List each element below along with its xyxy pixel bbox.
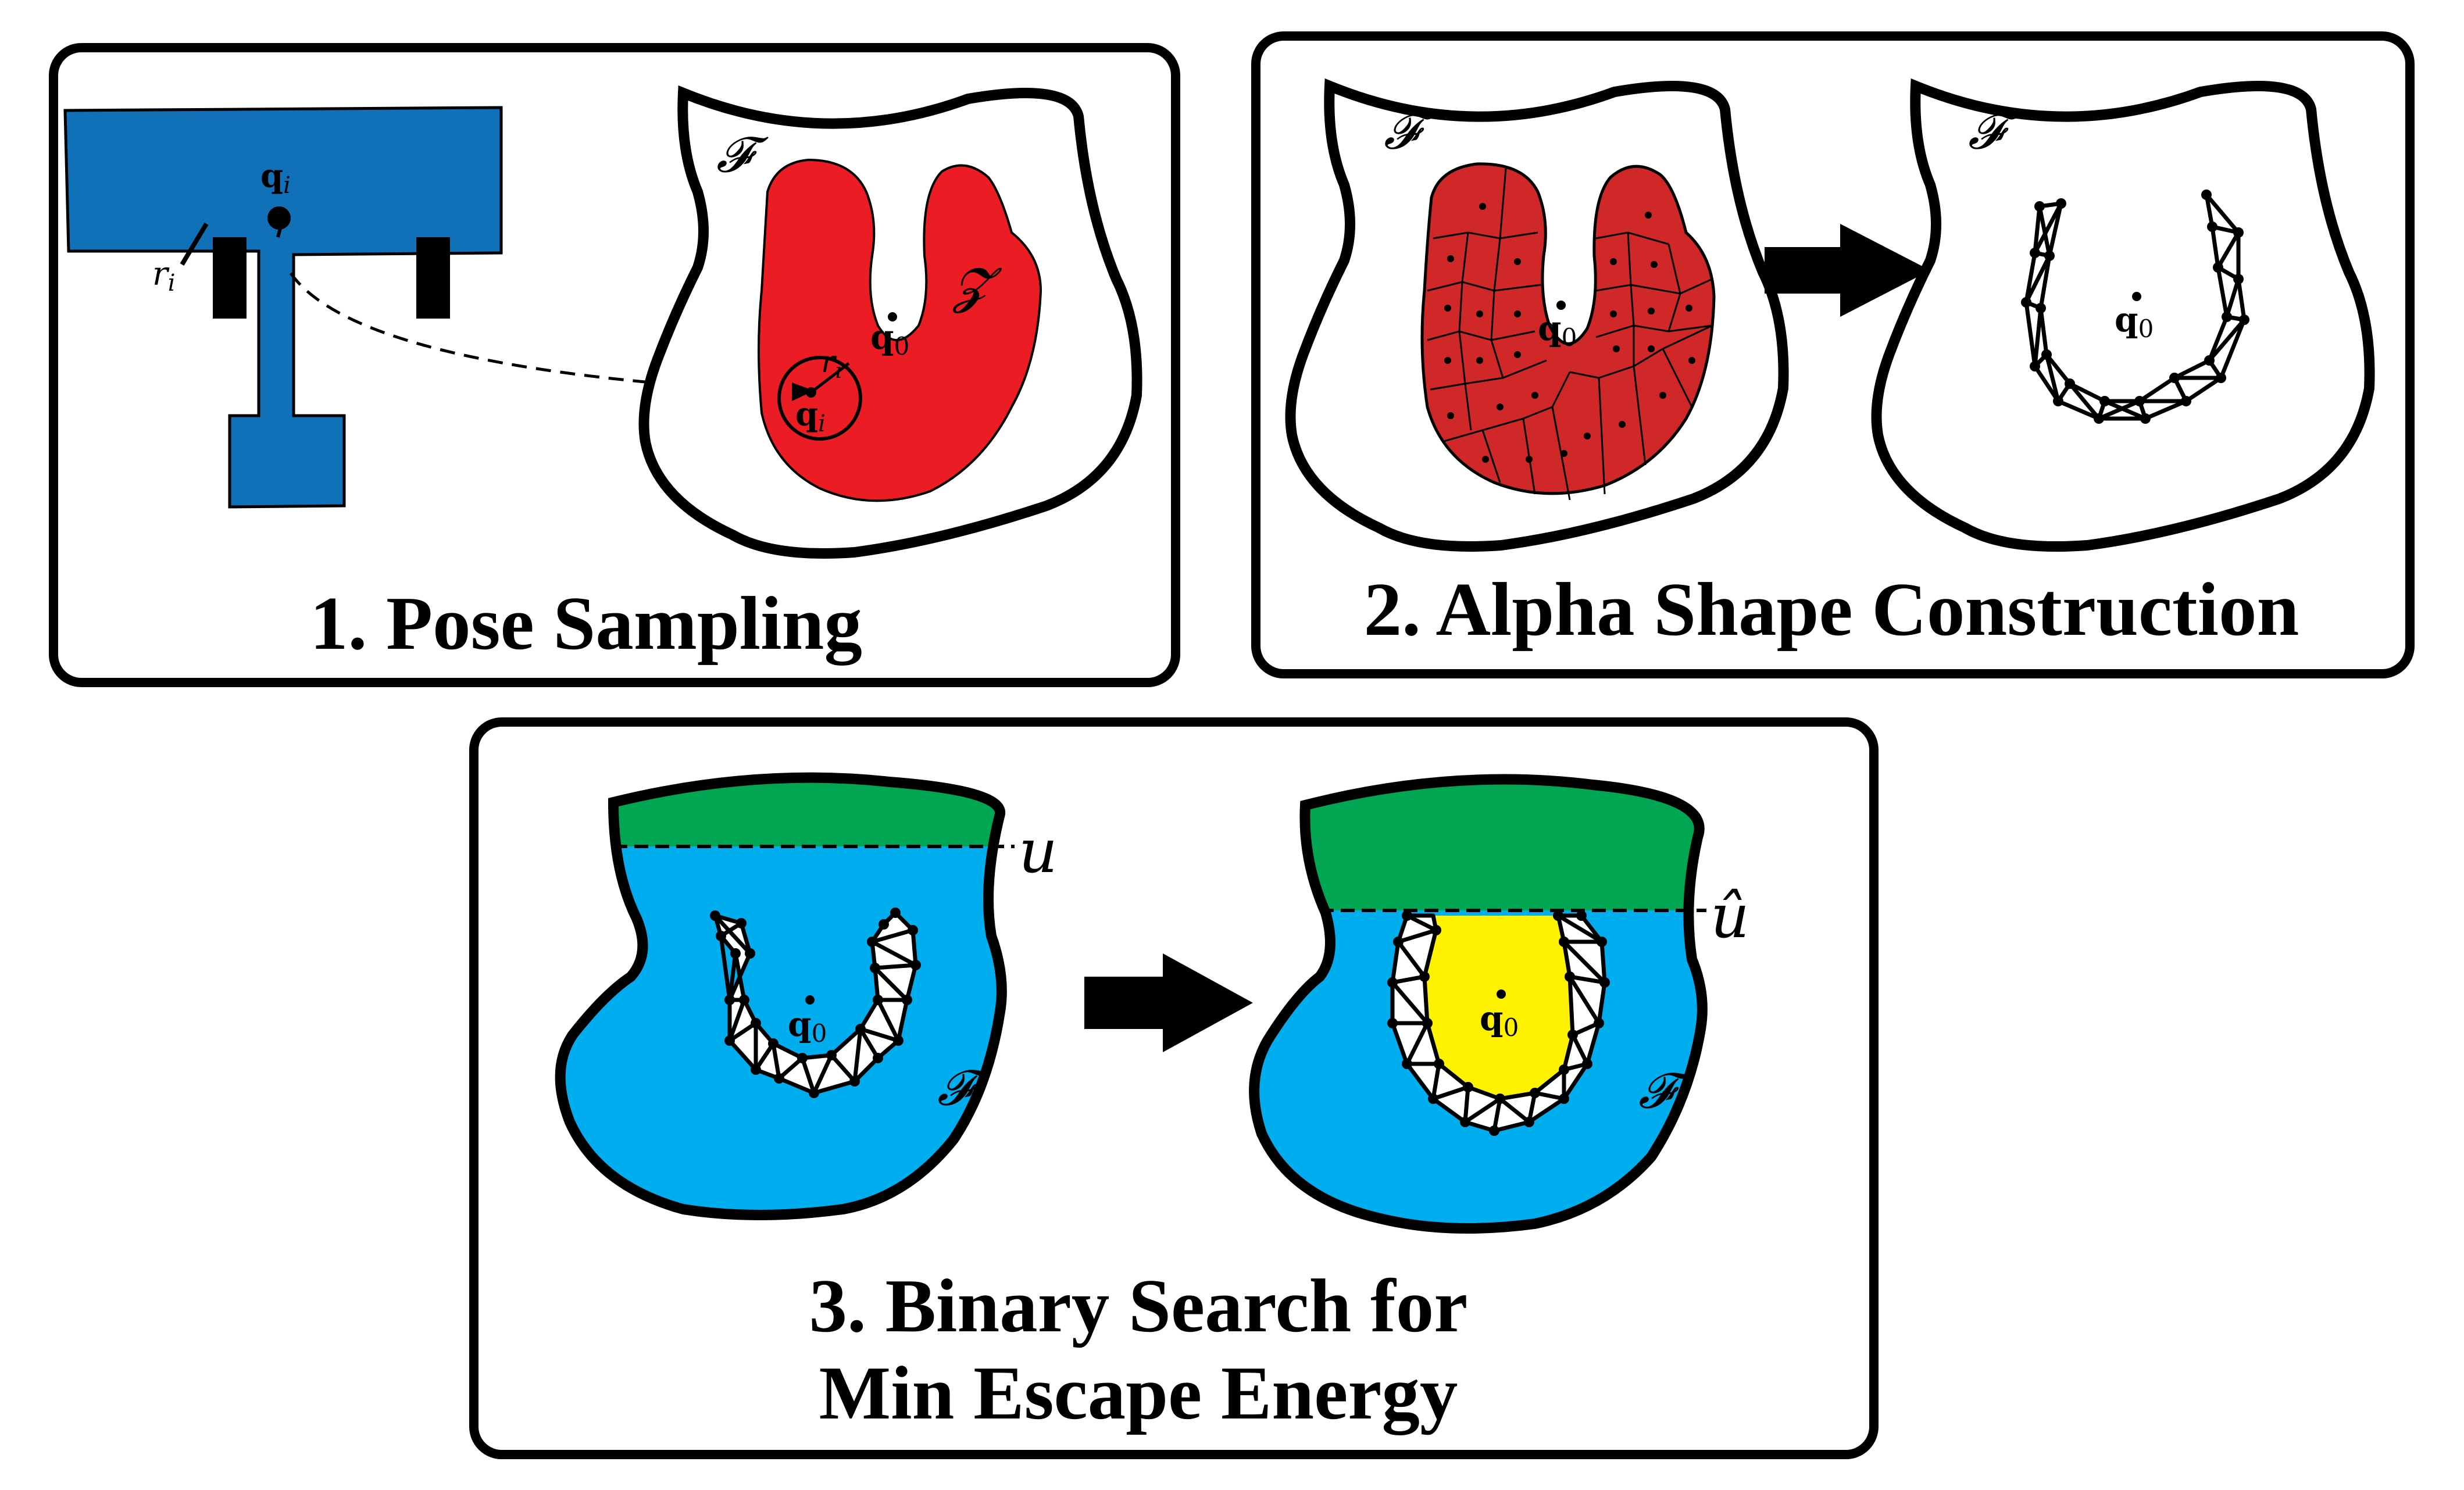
label-q0: q0	[788, 1005, 827, 1048]
sample-orientation-arrow	[792, 383, 814, 401]
point-q0	[1556, 301, 1566, 310]
label-q0: q0	[1538, 309, 1577, 352]
label-r-i-robot: ri	[152, 255, 176, 296]
point-q0	[2132, 292, 2141, 301]
panel-alpha-shape: q0 𝓕	[1251, 31, 2415, 678]
sample-pose-circle	[777, 356, 862, 441]
point-q0	[888, 312, 897, 321]
right-finger	[416, 237, 450, 319]
point-q0	[805, 995, 815, 1005]
pose-point-qi	[267, 206, 291, 230]
point-q0	[1497, 989, 1506, 999]
panel-pose-sampling: qi ri ri qi q0 𝓩 𝓕 1. Pose Sampling	[49, 43, 1180, 687]
left-finger	[213, 237, 247, 319]
alpha-shape-mesh	[713, 910, 918, 1095]
free-space-region-fill	[560, 777, 1002, 1215]
panel-binary-search: u q0 𝓕 û	[469, 717, 1879, 1459]
alpha-shape-vertices	[1387, 910, 1610, 1136]
label-q0: q0	[1480, 999, 1519, 1042]
panel-title: 2. Alpha Shape Construction	[1364, 567, 2299, 652]
voronoi-seeds	[1444, 203, 1695, 463]
step-arrow	[1084, 953, 1253, 1052]
radius-tick	[180, 222, 209, 266]
voronoi-object	[1420, 162, 1716, 495]
voronoi-cells	[1427, 168, 1713, 501]
label-u: u	[1019, 816, 1058, 887]
object-z-ushape	[758, 158, 1042, 502]
panel-title-line1: 3. Binary Search for	[809, 1264, 1468, 1348]
step-arrow	[1765, 224, 1930, 317]
label-q0: q0	[2115, 300, 2154, 343]
label-q-i-robot: qi	[260, 157, 291, 199]
panel-title-line2: Min Escape Energy	[819, 1351, 1458, 1435]
panel-title: 1. Pose Sampling	[310, 581, 862, 666]
label-r-i-sample: ri	[821, 345, 842, 383]
label-q-i-sample: qi	[795, 395, 826, 437]
trapped-region	[1423, 916, 1574, 1099]
sample-point	[806, 387, 816, 398]
label-q0: q0	[870, 317, 909, 360]
pose-radius-mark	[276, 219, 284, 238]
label-u-hat: û	[1710, 881, 1749, 952]
alpha-shape-vertices	[2021, 190, 2249, 424]
alpha-shape-vertices	[710, 907, 921, 1098]
sample-radius-line	[810, 362, 850, 394]
gripper-body	[63, 106, 503, 509]
mapping-curve	[289, 272, 797, 394]
gripper-robot: qi ri	[63, 106, 503, 509]
